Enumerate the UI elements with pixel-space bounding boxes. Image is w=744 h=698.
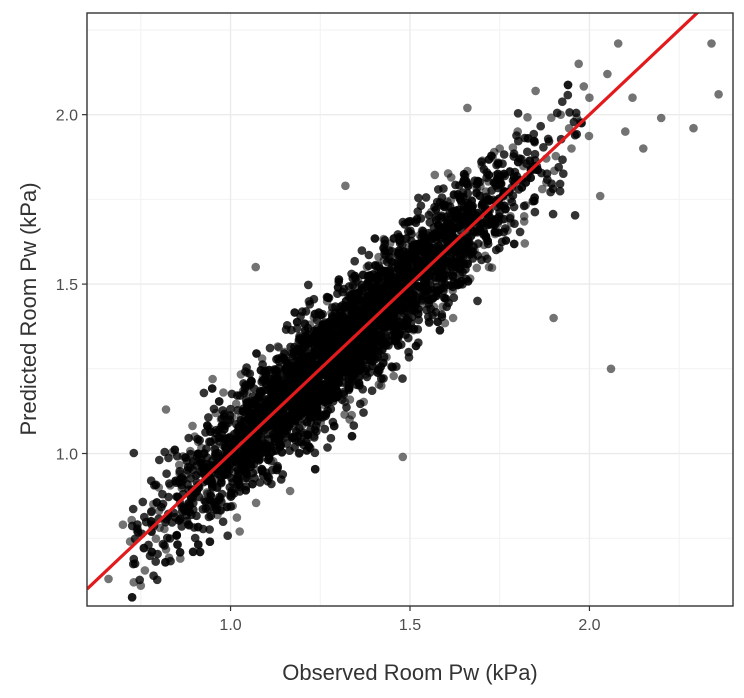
data-point bbox=[209, 404, 219, 414]
data-point bbox=[551, 151, 561, 161]
data-point bbox=[282, 321, 292, 330]
data-point bbox=[424, 318, 434, 327]
data-point bbox=[285, 486, 295, 496]
data-point bbox=[364, 261, 374, 271]
data-point bbox=[543, 134, 553, 144]
data-point bbox=[347, 410, 357, 420]
data-point bbox=[199, 388, 209, 398]
data-point bbox=[523, 113, 532, 122]
data-point bbox=[570, 211, 580, 220]
data-point bbox=[278, 470, 288, 479]
data-point bbox=[273, 342, 283, 351]
data-point bbox=[188, 421, 197, 431]
data-point bbox=[515, 227, 525, 237]
data-point bbox=[333, 289, 342, 299]
data-point bbox=[477, 255, 486, 265]
data-point bbox=[430, 170, 440, 180]
data-point bbox=[473, 239, 483, 248]
data-point bbox=[232, 513, 242, 522]
data-point bbox=[364, 250, 374, 260]
data-point bbox=[559, 169, 568, 178]
data-point bbox=[190, 533, 200, 543]
data-point bbox=[163, 533, 172, 543]
data-point bbox=[398, 374, 407, 383]
data-point bbox=[160, 447, 169, 457]
data-point bbox=[162, 469, 171, 479]
data-point bbox=[231, 399, 241, 409]
data-point bbox=[245, 369, 255, 379]
data-point bbox=[204, 413, 213, 422]
data-point bbox=[345, 395, 355, 404]
data-point bbox=[255, 478, 265, 487]
data-point bbox=[472, 263, 482, 273]
data-point bbox=[149, 571, 158, 580]
data-point bbox=[295, 448, 304, 458]
data-point bbox=[356, 399, 365, 409]
data-point bbox=[129, 448, 139, 458]
data-point bbox=[226, 404, 235, 414]
data-point bbox=[547, 113, 556, 122]
data-point bbox=[218, 517, 228, 526]
data-point bbox=[349, 421, 359, 430]
data-point bbox=[530, 149, 540, 159]
data-point bbox=[249, 384, 259, 393]
data-point bbox=[421, 193, 431, 202]
data-point bbox=[155, 455, 164, 465]
data-point bbox=[555, 186, 565, 196]
data-point bbox=[565, 108, 574, 117]
data-point bbox=[285, 446, 294, 456]
data-point bbox=[443, 169, 453, 178]
data-point bbox=[304, 280, 313, 290]
data-point bbox=[389, 371, 399, 381]
data-point bbox=[538, 184, 547, 194]
data-point bbox=[235, 527, 244, 536]
data-point bbox=[569, 117, 579, 127]
data-point bbox=[205, 525, 214, 534]
data-point bbox=[491, 245, 501, 255]
scatter-points bbox=[104, 39, 723, 602]
data-point bbox=[140, 566, 150, 575]
data-point bbox=[414, 193, 423, 203]
data-point bbox=[499, 150, 509, 159]
data-point bbox=[128, 504, 138, 514]
data-point bbox=[579, 82, 589, 91]
data-point bbox=[519, 212, 529, 221]
data-point bbox=[584, 131, 594, 141]
data-point bbox=[473, 296, 482, 306]
data-point bbox=[160, 524, 169, 534]
data-point bbox=[340, 410, 349, 419]
data-point bbox=[323, 443, 332, 452]
data-point bbox=[251, 498, 261, 508]
data-point bbox=[206, 437, 216, 447]
data-point bbox=[151, 534, 161, 543]
data-point bbox=[227, 389, 237, 399]
data-point bbox=[554, 162, 563, 172]
data-point bbox=[293, 324, 302, 333]
data-point bbox=[175, 460, 184, 470]
